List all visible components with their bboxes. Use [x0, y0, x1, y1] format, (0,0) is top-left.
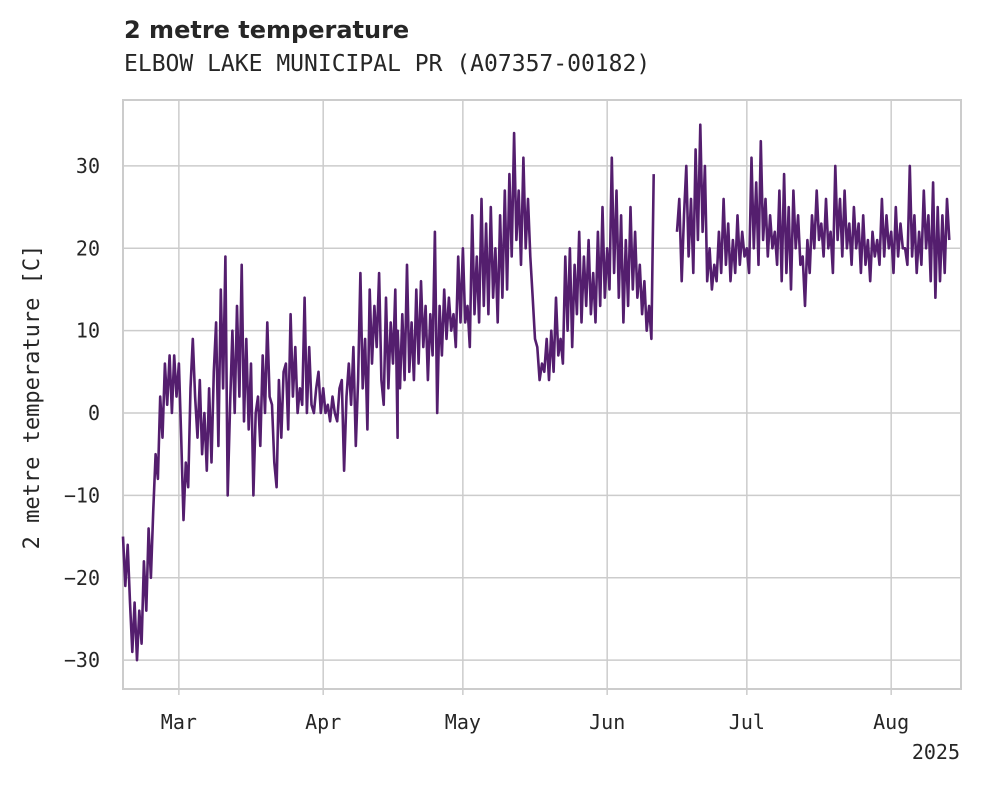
x-tick-label: May: [445, 710, 481, 734]
x-tick-label: Apr: [305, 710, 341, 734]
y-tick-label: −10: [64, 483, 100, 507]
temperature-line-segment: [121, 131, 655, 662]
y-tick-label: 0: [88, 401, 100, 425]
temperature-line-segment: [675, 123, 951, 308]
x-tick-labels: Mar Apr May Jun Jul Aug: [161, 710, 909, 734]
x-tick-label: Jul: [729, 710, 765, 734]
y-tick-label: 30: [76, 154, 100, 178]
chart-subtitle: ELBOW LAKE MUNICIPAL PR (A07357-00182): [124, 51, 651, 77]
y-axis-label: 2 metre temperature [C]: [20, 245, 45, 550]
chart-title: 2 metre temperature: [124, 16, 410, 44]
plot-frame: [122, 99, 962, 690]
y-tick-label: 10: [76, 319, 100, 343]
y-tick-label: −30: [64, 648, 100, 672]
y-tick-label: 20: [76, 236, 100, 260]
y-tick-label: −20: [64, 566, 100, 590]
y-tick-labels: −30 −20 −10 0 10 20 30: [64, 154, 100, 672]
x-tick-label: Aug: [873, 710, 909, 734]
x-tick-label: Jun: [589, 710, 625, 734]
year-label: 2025: [912, 740, 960, 764]
series-line: [121, 123, 951, 662]
x-tick-label: Mar: [161, 710, 197, 734]
